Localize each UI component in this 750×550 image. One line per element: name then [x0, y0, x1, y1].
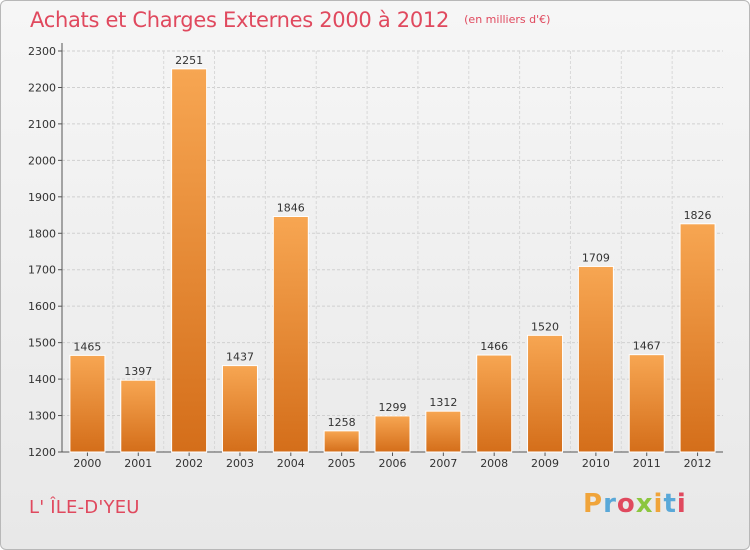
bars — [69, 68, 716, 453]
x-tick-label: 2009 — [531, 457, 559, 470]
data-label: 1826 — [684, 209, 712, 222]
data-label: 1846 — [277, 202, 305, 215]
y-tick-label: 2200 — [28, 81, 56, 94]
data-label: 1299 — [379, 401, 407, 414]
y-tick-label: 1200 — [28, 446, 56, 459]
labels: 1465 1397 2251 1437 1846 1258 1299 1312 1466 1520… — [73, 54, 711, 429]
y-tick-label: 1500 — [28, 337, 56, 350]
bar-2011 — [628, 354, 665, 453]
data-label: 1466 — [480, 340, 508, 353]
data-label: 2251 — [175, 54, 203, 67]
y-tick-label: 1300 — [28, 410, 56, 423]
bar-2004 — [272, 216, 309, 453]
bar-2010 — [577, 265, 614, 453]
x-tick-label: 2000 — [73, 457, 101, 470]
y-tick-label: 1400 — [28, 373, 56, 386]
data-label: 1312 — [429, 396, 457, 409]
y-tick-label: 2100 — [28, 118, 56, 131]
data-label: 1520 — [531, 320, 559, 333]
x-tick-label: 2012 — [684, 457, 712, 470]
bar-2002 — [171, 68, 208, 453]
location-label: L' ÎLE-D'YEU — [29, 497, 140, 518]
bar-2006 — [374, 415, 411, 453]
bar-2009 — [527, 334, 564, 453]
x-tick-label: 2001 — [124, 457, 152, 470]
axes: 1200 1300 1400 1500 1600 1700 1800 1900 2000 2100… — [28, 43, 723, 470]
y-tick-label: 1700 — [28, 264, 56, 277]
y-tick-label: 2300 — [28, 45, 56, 58]
x-tick-label: 2007 — [429, 457, 457, 470]
data-label: 1709 — [582, 251, 610, 264]
x-tick-label: 2002 — [175, 457, 203, 470]
bar-2000 — [69, 354, 106, 453]
data-label: 1437 — [226, 351, 254, 364]
y-tick-label: 1600 — [28, 300, 56, 313]
bar-2007 — [425, 410, 462, 453]
y-tick-label: 2000 — [28, 154, 56, 167]
x-tick-label: 2008 — [480, 457, 508, 470]
data-label: 1467 — [633, 340, 661, 353]
proxiti-logo[interactable]: Proxiti — [583, 489, 687, 519]
x-tick-label: 2010 — [582, 457, 610, 470]
x-tick-label: 2003 — [226, 457, 254, 470]
bar-2012 — [679, 223, 716, 453]
bar-2003 — [221, 365, 258, 453]
x-tick-label: 2006 — [379, 457, 407, 470]
title-row: Achats et Charges Externes 2000 à 2012 (… — [30, 8, 550, 32]
bar-2001 — [120, 379, 157, 453]
chart-subtitle: (en milliers d'€) — [464, 13, 551, 26]
grid-lines — [62, 50, 723, 452]
bar-2008 — [476, 354, 513, 453]
data-label: 1465 — [73, 340, 101, 353]
x-tick-label: 2004 — [277, 457, 305, 470]
data-label: 1258 — [328, 416, 356, 429]
x-tick-label: 2011 — [633, 457, 661, 470]
chart-title: Achats et Charges Externes 2000 à 2012 — [30, 8, 450, 32]
y-tick-label: 1800 — [28, 227, 56, 240]
x-tick-label: 2005 — [328, 457, 356, 470]
bar-2005 — [323, 430, 360, 453]
y-tick-label: 1900 — [28, 191, 56, 204]
data-label: 1397 — [124, 365, 152, 378]
